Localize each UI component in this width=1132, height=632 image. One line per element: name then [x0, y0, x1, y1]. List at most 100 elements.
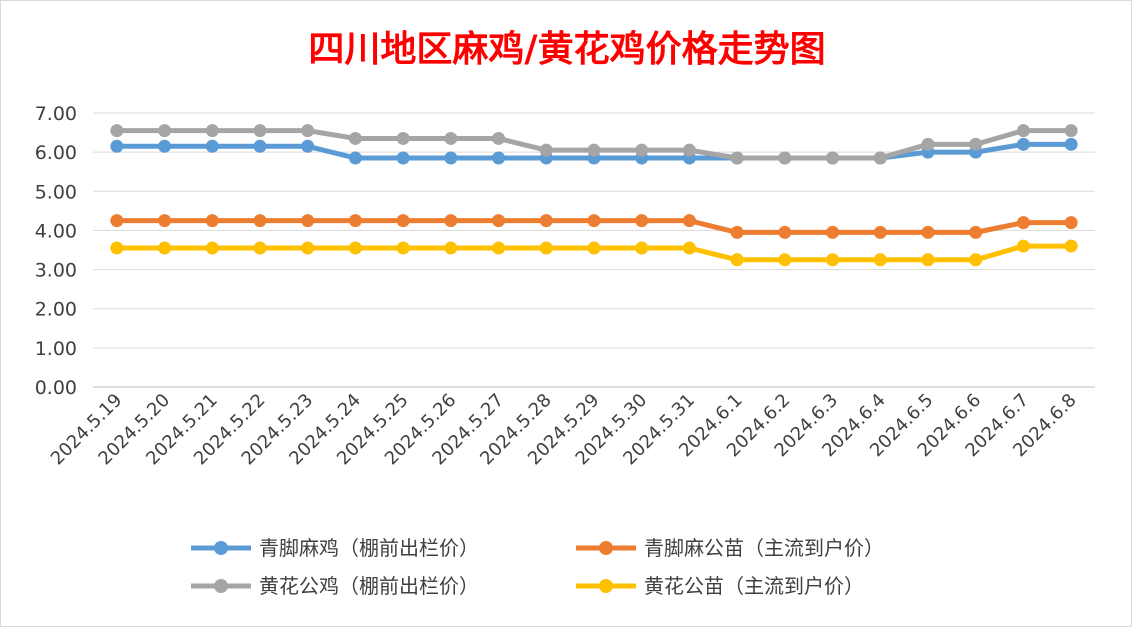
- data-point: [587, 214, 601, 228]
- legend-label: 青脚麻鸡（棚前出栏价）: [259, 536, 479, 560]
- series-3: [110, 124, 1078, 165]
- data-point: [730, 151, 744, 165]
- y-tick-label: 6.00: [35, 142, 77, 164]
- legend-swatch-marker: [214, 579, 228, 593]
- legend-label: 黄花公鸡（棚前出栏价）: [259, 574, 479, 598]
- data-point: [730, 225, 744, 239]
- data-point: [1064, 137, 1078, 151]
- y-tick-label: 0.00: [35, 377, 77, 399]
- data-point: [873, 151, 887, 165]
- data-point: [253, 139, 267, 153]
- data-point: [539, 214, 553, 228]
- legend-item: 黄花公鸡（棚前出栏价）: [191, 574, 479, 598]
- data-point: [444, 131, 458, 145]
- data-point: [492, 131, 506, 145]
- data-point: [110, 214, 124, 228]
- data-point: [826, 225, 840, 239]
- data-point: [348, 214, 362, 228]
- data-point: [301, 124, 315, 138]
- data-point: [1016, 216, 1030, 230]
- data-point: [253, 214, 267, 228]
- data-point: [1064, 124, 1078, 138]
- data-point: [444, 151, 458, 165]
- series-2: [110, 214, 1078, 239]
- y-tick-label: 3.00: [35, 260, 77, 282]
- data-point: [205, 139, 219, 153]
- data-point: [110, 139, 124, 153]
- data-point: [158, 139, 172, 153]
- data-point: [396, 214, 410, 228]
- data-point: [969, 225, 983, 239]
- data-point: [1016, 239, 1030, 253]
- data-point: [205, 124, 219, 138]
- data-point: [158, 124, 172, 138]
- data-point: [921, 137, 935, 151]
- data-point: [682, 214, 696, 228]
- data-point: [348, 131, 362, 145]
- y-tick-label: 5.00: [35, 181, 77, 203]
- data-point: [348, 241, 362, 255]
- data-point: [635, 214, 649, 228]
- data-point: [587, 143, 601, 157]
- legend-item: 青脚麻鸡（棚前出栏价）: [191, 536, 479, 560]
- data-point: [396, 131, 410, 145]
- data-point: [205, 214, 219, 228]
- data-point: [253, 241, 267, 255]
- data-point: [873, 225, 887, 239]
- legend-item: 青脚麻公苗（主流到户价）: [576, 536, 884, 560]
- data-point: [492, 241, 506, 255]
- data-point: [301, 139, 315, 153]
- legend-label: 青脚麻公苗（主流到户价）: [644, 536, 884, 560]
- x-axis-ticks: 2024.5.192024.5.202024.5.212024.5.222024…: [47, 390, 1081, 470]
- data-point: [778, 151, 792, 165]
- data-point: [1064, 239, 1078, 253]
- data-point: [682, 143, 696, 157]
- legend-swatch-marker: [214, 541, 228, 555]
- data-point: [158, 214, 172, 228]
- chart-title: 四川地区麻鸡/黄花鸡价格走势图: [308, 28, 825, 70]
- data-point: [1016, 137, 1030, 151]
- data-point: [158, 241, 172, 255]
- data-point: [301, 241, 315, 255]
- data-point: [348, 151, 362, 165]
- data-point: [539, 143, 553, 157]
- data-point: [444, 241, 458, 255]
- y-tick-label: 1.00: [35, 338, 77, 360]
- data-point: [587, 241, 601, 255]
- data-point: [921, 225, 935, 239]
- data-point: [492, 214, 506, 228]
- y-tick-label: 4.00: [35, 220, 77, 242]
- data-point: [396, 151, 410, 165]
- y-tick-label: 2.00: [35, 299, 77, 321]
- legend-label: 黄花公苗（主流到户价）: [644, 574, 864, 598]
- legend-swatch-marker: [599, 541, 613, 555]
- series-layer: [110, 124, 1078, 267]
- data-point: [539, 241, 553, 255]
- data-point: [969, 137, 983, 151]
- data-point: [682, 241, 696, 255]
- series-4: [110, 239, 1078, 267]
- data-point: [1016, 124, 1030, 138]
- legend: 青脚麻鸡（棚前出栏价） 青脚麻公苗（主流到户价） 黄花公鸡（棚前出栏价） 黄花公苗（主…: [191, 536, 884, 598]
- data-point: [826, 253, 840, 267]
- data-point: [492, 151, 506, 165]
- data-point: [444, 214, 458, 228]
- y-tick-label: 7.00: [35, 103, 77, 125]
- data-point: [873, 253, 887, 267]
- data-point: [778, 253, 792, 267]
- data-point: [110, 241, 124, 255]
- data-point: [921, 253, 935, 267]
- data-point: [826, 151, 840, 165]
- legend-item: 黄花公苗（主流到户价）: [576, 574, 864, 598]
- data-point: [778, 225, 792, 239]
- data-point: [1064, 216, 1078, 230]
- y-axis-ticks: 0.00 1.00 2.00 3.00 4.00 5.00 6.00 7.00: [35, 103, 77, 399]
- data-point: [730, 253, 744, 267]
- data-point: [205, 241, 219, 255]
- data-point: [969, 253, 983, 267]
- data-point: [396, 241, 410, 255]
- data-point: [635, 143, 649, 157]
- data-point: [635, 241, 649, 255]
